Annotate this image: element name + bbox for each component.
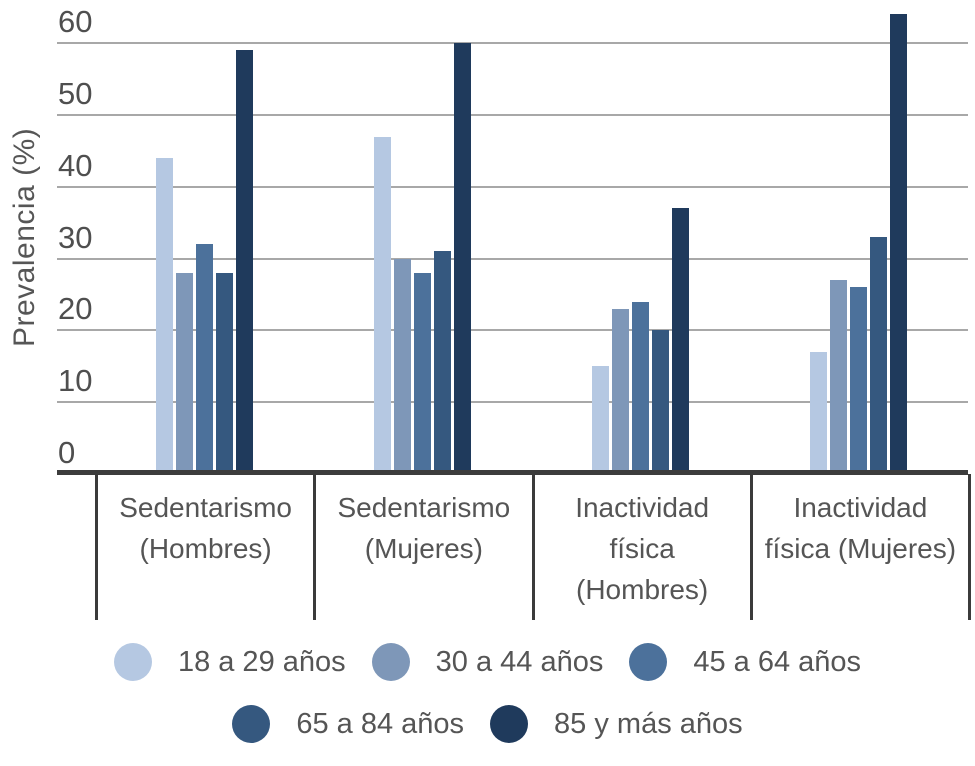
bar xyxy=(830,280,848,474)
bar xyxy=(453,43,471,474)
y-tick-label: 60 xyxy=(58,4,93,40)
legend-row-1: 18 a 29 años 30 a 44 años 45 a 64 años xyxy=(0,639,975,685)
bar xyxy=(592,366,610,474)
gridline xyxy=(57,257,968,260)
bar xyxy=(890,14,908,474)
legend-item-18-29: 18 a 29 años xyxy=(113,643,346,681)
y-tick-label: 30 xyxy=(58,219,93,255)
legend-item-30-44: 30 a 44 años xyxy=(371,643,604,681)
category-label-sedentarismo-hombres: Sedentarismo (Hombres) xyxy=(95,474,313,620)
y-tick-label: 0 xyxy=(58,435,76,470)
bar xyxy=(870,237,888,474)
bar-group xyxy=(95,0,313,474)
legend-swatch-icon xyxy=(490,705,529,743)
legend-label: 65 a 84 años xyxy=(296,707,465,740)
legend-label: 85 y más años xyxy=(554,707,743,740)
bar xyxy=(433,251,451,474)
legend-swatch-icon xyxy=(371,643,410,681)
legend-label: 18 a 29 años xyxy=(177,645,346,678)
y-tick-label: 10 xyxy=(58,363,93,399)
legend-swatch-icon xyxy=(629,643,668,681)
category-label-inactividad-hombres: Inactividad física (Hombres) xyxy=(531,474,750,620)
bar xyxy=(175,273,193,474)
x-axis-line xyxy=(57,470,968,475)
gridline xyxy=(57,42,968,45)
bar xyxy=(612,309,630,474)
bar xyxy=(155,158,173,474)
category-label-sedentarismo-mujeres: Sedentarismo (Mujeres) xyxy=(313,474,531,620)
legend-label: 30 a 44 años xyxy=(435,645,604,678)
bar-group xyxy=(532,0,750,474)
legend-row-2: 65 a 84 años 85 y más años xyxy=(0,701,975,747)
bar-group xyxy=(313,0,531,474)
y-axis-title: Prevalencia (%) xyxy=(8,127,41,347)
legend-item-85-mas: 85 y más años xyxy=(490,705,743,743)
bar xyxy=(632,302,650,474)
bar xyxy=(810,352,828,474)
legend-item-65-84: 65 a 84 años xyxy=(232,705,464,743)
y-tick-label: 20 xyxy=(58,291,93,327)
x-axis-category-labels: Sedentarismo (Hombres) Sedentarismo (Muj… xyxy=(95,474,971,620)
bar xyxy=(393,259,411,474)
y-tick-label: 40 xyxy=(58,147,93,183)
legend-swatch-icon xyxy=(113,643,152,681)
gridline xyxy=(57,114,968,116)
legend-item-45-64: 45 a 64 años xyxy=(629,643,861,681)
bar xyxy=(413,273,431,474)
gridline xyxy=(57,185,968,188)
gridline xyxy=(57,401,968,404)
bar xyxy=(195,244,213,474)
y-tick-label: 50 xyxy=(58,76,93,111)
legend-label: 45 a 64 años xyxy=(693,645,862,678)
bar xyxy=(850,287,868,474)
bar xyxy=(652,330,670,474)
category-label-inactividad-mujeres: Inactividad física (Mujeres) xyxy=(749,474,971,620)
gridline xyxy=(57,329,968,332)
bar xyxy=(235,50,253,474)
bar xyxy=(672,208,690,474)
plot-area: 0 10 20 30 40 50 60 xyxy=(57,0,968,474)
bar xyxy=(373,137,391,474)
bar-group xyxy=(750,0,968,474)
legend-swatch-icon xyxy=(232,705,271,743)
bar xyxy=(215,273,233,474)
bar-groups-container xyxy=(95,0,968,474)
